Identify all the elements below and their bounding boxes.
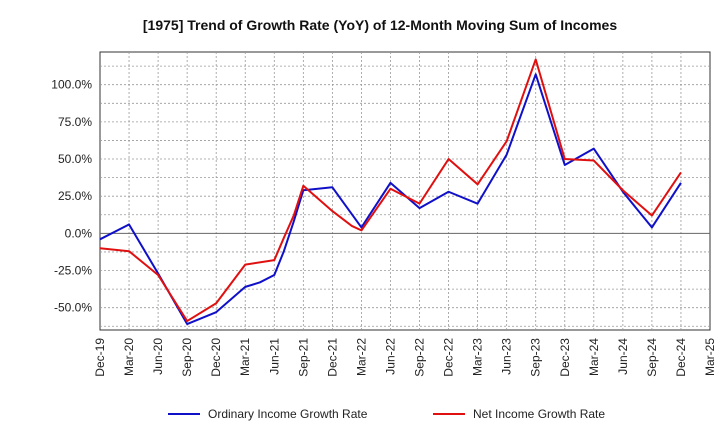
chart-title: [1975] Trend of Growth Rate (YoY) of 12-… (143, 17, 617, 33)
grid (99, 51, 711, 331)
x-tick-label: Jun-21 (267, 338, 281, 375)
y-tick-label: 100.0% (51, 78, 92, 92)
x-tick-label: Jun-24 (616, 338, 630, 375)
x-tick-label: Mar-20 (122, 338, 136, 376)
series-line-net-income (99, 58, 682, 323)
x-tick-label: Sep-24 (645, 338, 659, 377)
x-tick-label: Sep-22 (413, 338, 427, 377)
series-lines (99, 58, 682, 326)
x-tick-label: Dec-19 (93, 338, 107, 377)
x-tick-label: Dec-21 (325, 338, 339, 377)
x-tick-label: Jun-23 (500, 338, 514, 375)
x-tick-label: Dec-24 (674, 338, 688, 377)
legend-label: Ordinary Income Growth Rate (208, 407, 368, 421)
y-tick-label: 50.0% (58, 152, 92, 166)
x-tick-label: Jun-20 (151, 338, 165, 375)
y-tick-label: 25.0% (58, 189, 92, 203)
y-tick-label: 75.0% (58, 115, 92, 129)
x-tick-label: Sep-20 (180, 338, 194, 377)
x-tick-label: Jun-22 (383, 338, 397, 375)
x-tick-label: Mar-23 (471, 338, 485, 376)
x-tick-label: Mar-24 (587, 338, 601, 376)
x-tick-label: Dec-20 (209, 338, 223, 377)
y-tick-label: -50.0% (54, 301, 92, 315)
y-tick-label: 0.0% (65, 226, 93, 240)
x-tick-label: Dec-23 (558, 338, 572, 377)
x-tick-label: Mar-22 (354, 338, 368, 376)
axes: -50.0% -25.0% 0.0% 25.0% 50.0% 75.0% 100.0% Dec… (51, 78, 717, 377)
x-tick-label: Sep-23 (529, 338, 543, 377)
x-tick-label: Mar-21 (238, 338, 252, 376)
x-tick-label: Sep-21 (296, 338, 310, 377)
series-line-ordinary-income (99, 73, 682, 326)
legend-label: Net Income Growth Rate (473, 407, 605, 421)
x-tick-label: Dec-22 (442, 338, 456, 377)
x-tick-label: Mar-25 (703, 338, 717, 376)
y-tick-label: -25.0% (54, 264, 92, 278)
plot-area-border (99, 51, 711, 331)
legend: Ordinary Income Growth Rate Net Income Gr… (168, 407, 605, 421)
